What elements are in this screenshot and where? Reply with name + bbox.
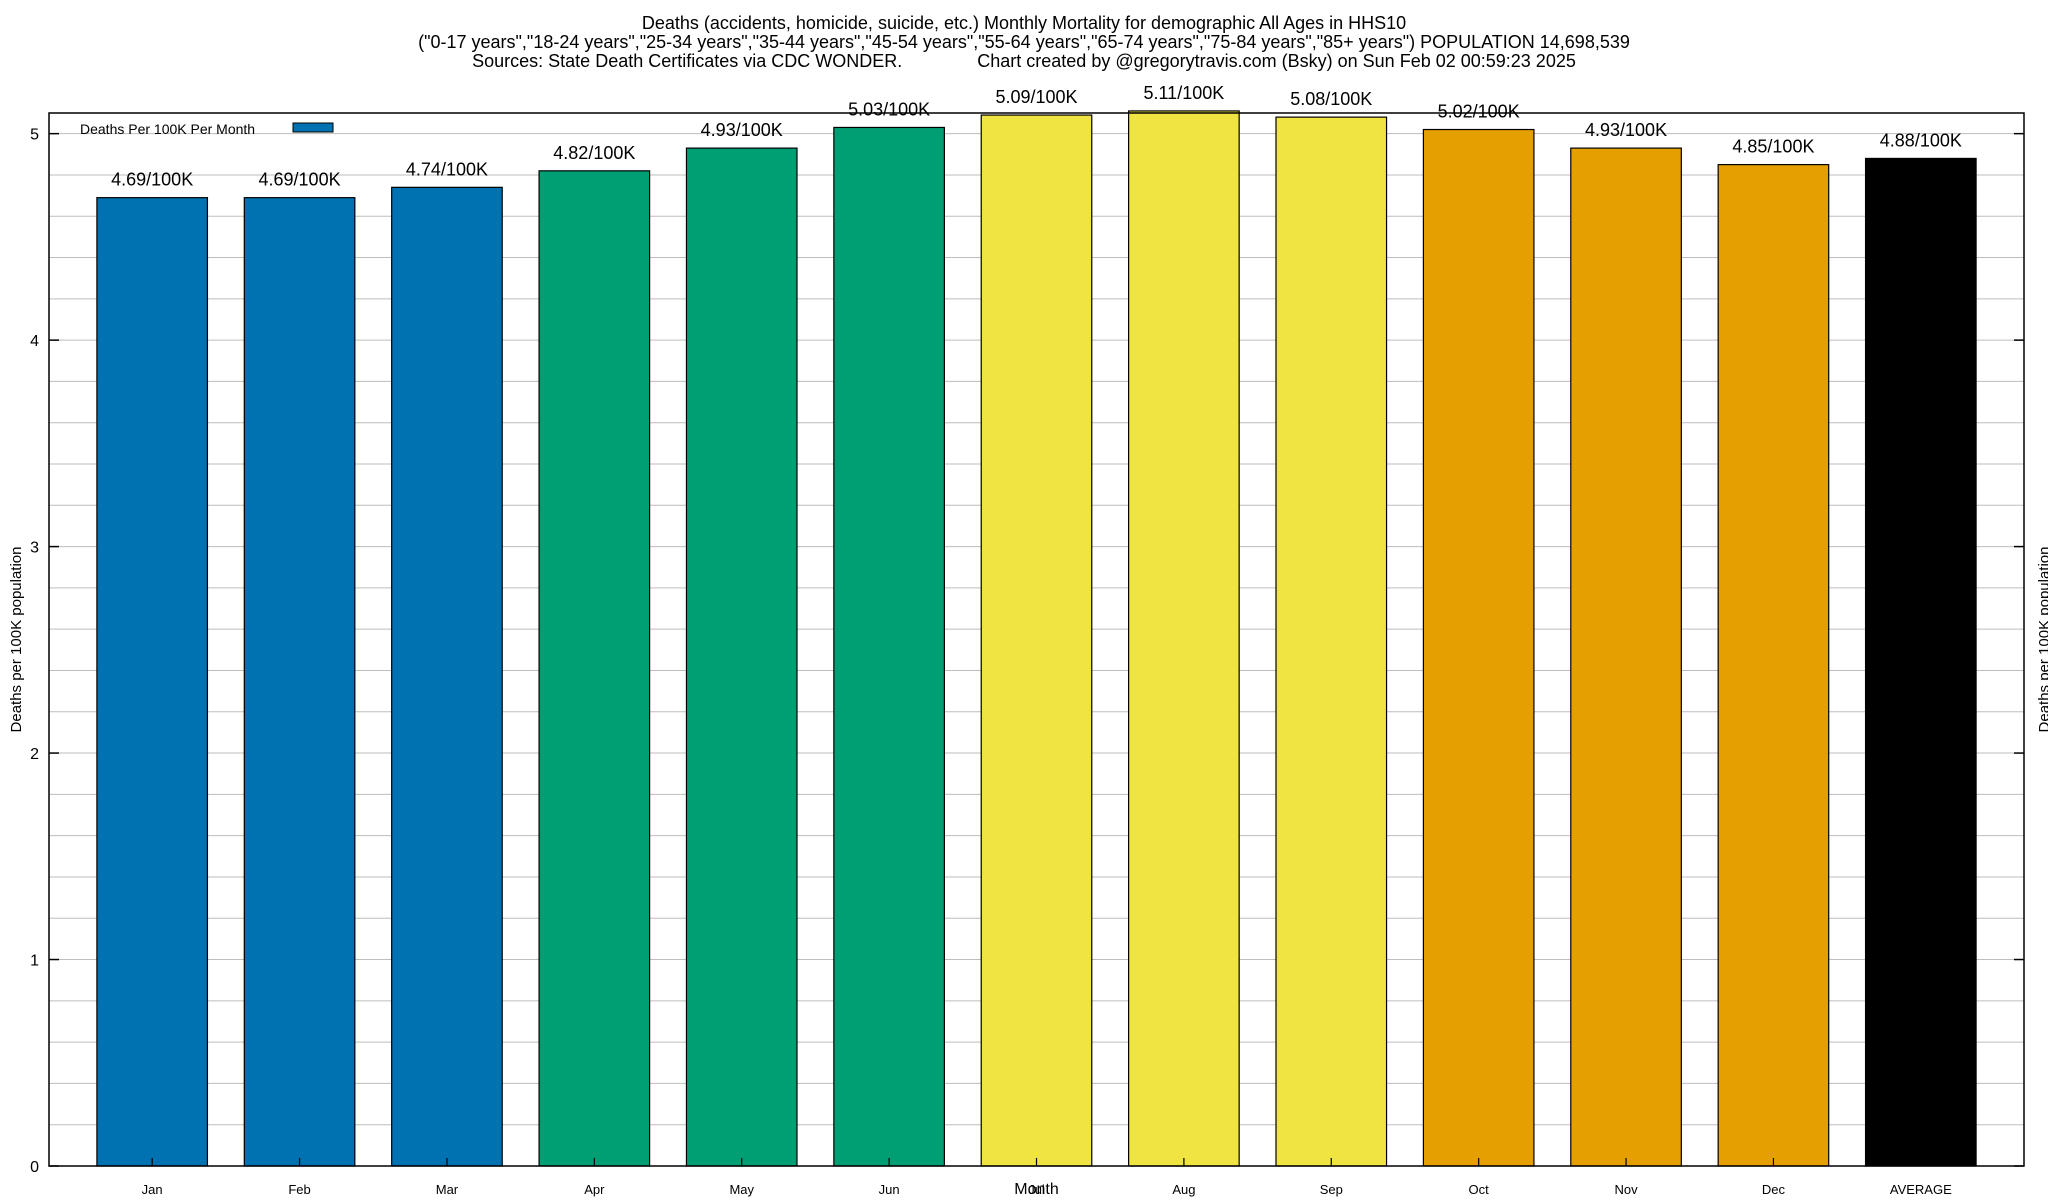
y-tick-label: 0 xyxy=(30,1159,39,1176)
x-tick-label: Apr xyxy=(584,1182,605,1197)
bars xyxy=(96,110,1977,1167)
bar-value-label: 5.08/100K xyxy=(1290,89,1372,109)
x-tick-label: Feb xyxy=(288,1182,310,1197)
legend-label: Deaths Per 100K Per Month xyxy=(80,121,255,137)
y2-axis-label: Deaths per 100K population xyxy=(2036,547,2048,733)
bar-jun xyxy=(833,126,945,1167)
bar-dec xyxy=(1717,164,1830,1167)
legend: Deaths Per 100K Per Month xyxy=(80,121,334,137)
chart-title-block: Deaths (accidents, homicide, suicide, et… xyxy=(0,14,2048,71)
bar-feb xyxy=(243,197,356,1167)
x-tick-label: AVERAGE xyxy=(1890,1182,1952,1197)
y-tick-label: 2 xyxy=(30,746,39,763)
bar-value-label: 5.11/100K xyxy=(1144,83,1225,103)
bar-aug xyxy=(1128,110,1240,1167)
x-tick-label: Jul xyxy=(1028,1182,1045,1197)
x-tick-label: Aug xyxy=(1172,1182,1195,1197)
y-tick-label: 1 xyxy=(30,953,39,970)
x-axis-ticks: Jan Feb Mar Apr May Jun Jul Aug Sep Oct Nov Dec AVER… xyxy=(142,1158,1952,1197)
y-tick-label: 3 xyxy=(30,540,39,557)
y-axis-label: Deaths per 100K population xyxy=(8,547,25,733)
x-tick-label: Mar xyxy=(436,1182,459,1197)
x-tick-label: Nov xyxy=(1614,1182,1638,1197)
y-axis-ticks: 0 1 2 3 4 5 xyxy=(30,127,2024,1176)
bar-value-label: 4.93/100K xyxy=(701,120,783,140)
x-tick-label: Sep xyxy=(1320,1182,1343,1197)
chart-subtitle-demographics: ("0-17 years","18-24 years","25-34 years… xyxy=(418,32,1630,52)
chart-subtitle-sources: Sources: State Death Certificates via CD… xyxy=(472,51,1576,71)
bar-jan xyxy=(96,197,209,1167)
bar-mar xyxy=(391,186,503,1167)
bar-value-label: 4.69/100K xyxy=(111,170,193,190)
legend-swatch xyxy=(292,122,334,133)
x-tick-label: Oct xyxy=(1469,1182,1490,1197)
y-tick-label: 5 xyxy=(30,127,39,144)
bar-value-label: 5.03/100K xyxy=(848,99,930,119)
bar-value-label: 4.74/100K xyxy=(406,159,488,179)
x-axis-label: Month xyxy=(1014,1181,1058,1198)
x-tick-label: Jan xyxy=(142,1182,163,1197)
bar-value-label: 5.02/100K xyxy=(1438,102,1520,122)
bar-jul xyxy=(980,114,1093,1167)
x-tick-label: Jun xyxy=(879,1182,900,1197)
bar-apr xyxy=(538,170,651,1167)
y-tick-label: 4 xyxy=(30,333,39,350)
bar-sep xyxy=(1275,116,1388,1167)
bar-nov xyxy=(1570,147,1682,1167)
bar-average xyxy=(1864,157,1977,1167)
bar-value-label: 4.69/100K xyxy=(259,170,341,190)
x-tick-label: Dec xyxy=(1762,1182,1786,1197)
chart-title: Deaths (accidents, homicide, suicide, et… xyxy=(641,13,1407,33)
bar-oct xyxy=(1422,128,1535,1167)
bar-value-label: 4.85/100K xyxy=(1732,137,1814,157)
bar-value-label: 5.09/100K xyxy=(995,87,1077,107)
bar-value-label: 4.82/100K xyxy=(553,143,635,163)
x-tick-label: May xyxy=(729,1182,754,1197)
bar-may xyxy=(685,147,798,1167)
bar-value-label: 4.88/100K xyxy=(1880,130,1962,150)
bar-value-labels: 4.69/100K 4.69/100K 4.74/100K 4.82/100K 4.93… xyxy=(111,83,1962,190)
bar-value-label: 4.93/100K xyxy=(1585,120,1667,140)
